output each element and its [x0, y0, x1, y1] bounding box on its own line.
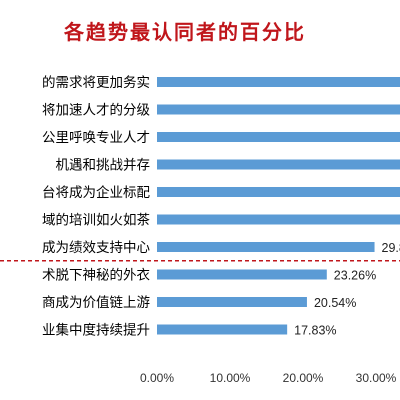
bar-3: [157, 132, 400, 142]
x-tick-label-1: 0.00%: [140, 371, 174, 385]
category-label-4: 机遇和挑战并存: [56, 158, 151, 174]
data-label-9: 20.54%: [314, 296, 356, 310]
data-label-7: 29.8: [382, 241, 400, 255]
category-label-10: 业集中度持续提升: [42, 323, 150, 339]
bar-9: [157, 297, 307, 307]
category-label-3: 公里呼唤专业人才: [42, 130, 150, 146]
x-tick-label-3: 20.00%: [283, 371, 324, 385]
bar-1: [157, 77, 400, 87]
data-label-8: 23.26%: [334, 269, 376, 283]
category-label-1: 的需求将更加务实: [42, 75, 150, 91]
data-label-10: 17.83%: [294, 324, 336, 338]
bar-2: [157, 104, 400, 115]
category-label-2: 将加速人才的分级: [42, 103, 150, 119]
bar-7: [157, 242, 375, 252]
chart-title: 各趋势最认同者的百分比: [64, 20, 306, 44]
category-label-9: 商成为价值链上游: [42, 295, 150, 311]
x-tick-label-4: 30.00%: [356, 371, 397, 385]
category-label-6: 域的培训如火如茶: [42, 213, 150, 229]
category-label-8: 术脱下神秘的外衣: [42, 268, 150, 284]
category-label-7: 成为绩效支持中心: [42, 240, 150, 256]
bar-5: [157, 187, 400, 197]
bar-6: [157, 214, 400, 225]
bar-10: [157, 324, 288, 335]
bar-4: [157, 159, 400, 170]
category-label-5: 台将成为企业标配: [42, 184, 150, 201]
x-tick-label-2: 10.00%: [210, 371, 251, 385]
bar-8: [157, 269, 327, 280]
